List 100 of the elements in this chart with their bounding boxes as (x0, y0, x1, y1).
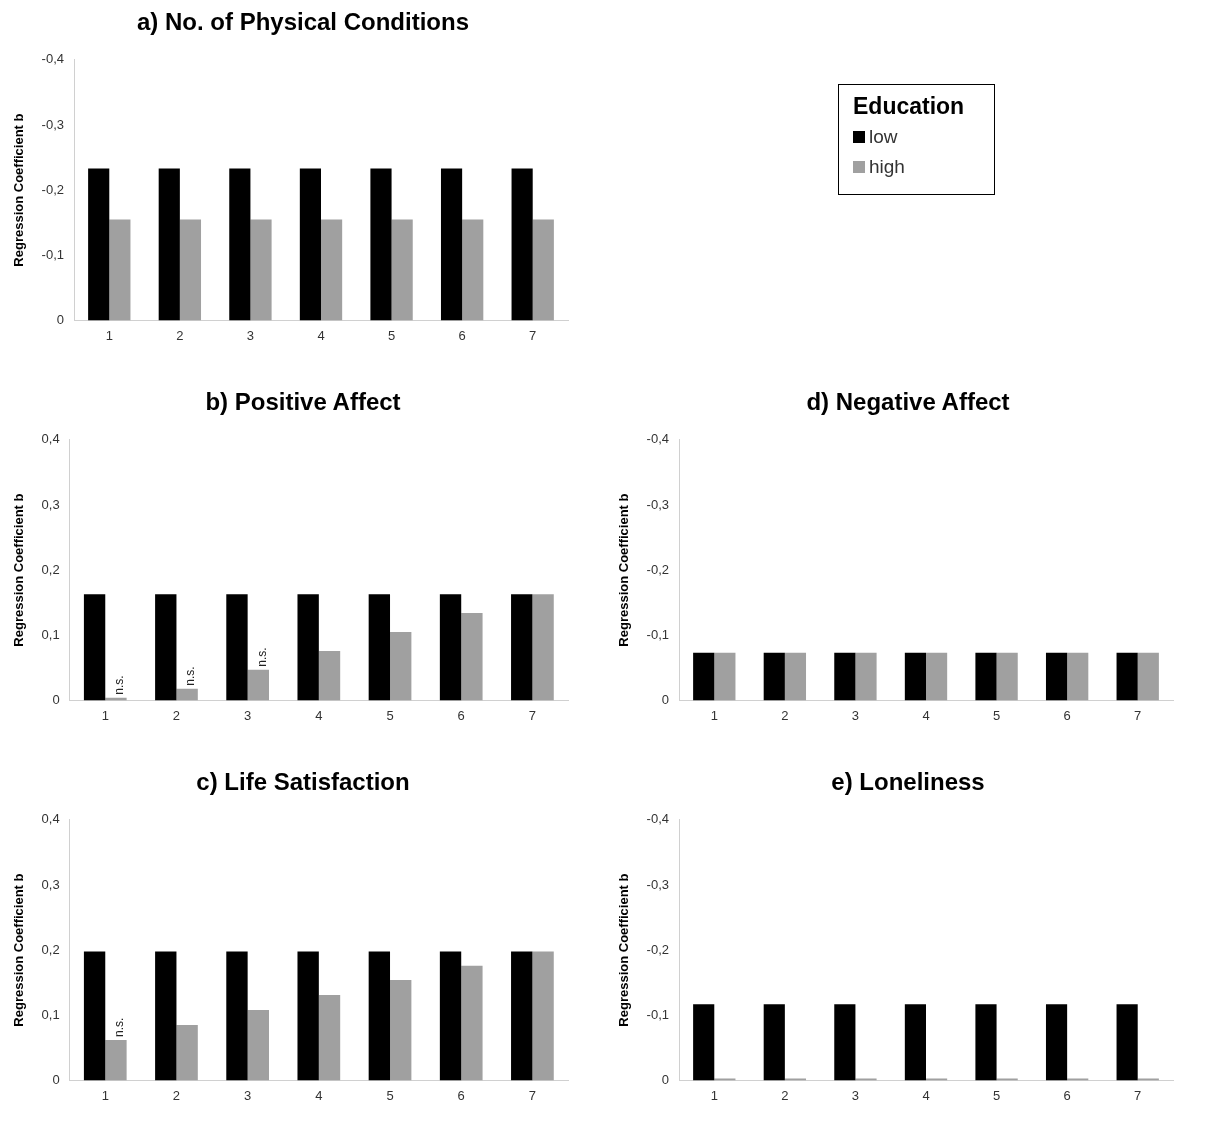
x-tick-label: 7 (528, 707, 537, 723)
bar (390, 631, 412, 701)
x-tick-label: 2 (176, 327, 184, 343)
bar (439, 594, 462, 701)
y-tick-label: 0,3 (41, 496, 60, 512)
x-tick-label: 5 (386, 707, 394, 723)
x-tick-label: 3 (244, 1087, 252, 1103)
annotation: n.s. (183, 666, 198, 686)
legend-label: high (869, 156, 905, 178)
x-tick-label: 2 (172, 707, 181, 723)
y-axis-title: Regression Coefficient b (616, 493, 632, 647)
annotation: n.s. (112, 1017, 127, 1038)
y-axis-title: Regression Coefficient b (11, 113, 27, 267)
x-tick-label: 4 (315, 1087, 323, 1103)
y-tick-label: -0,1 (646, 626, 669, 642)
y-axis-title: Regression Coefficient b (11, 873, 27, 1027)
bar (390, 980, 412, 1081)
y-tick-label: 0 (661, 691, 669, 707)
x-tick-label: 6 (1063, 707, 1071, 723)
chart-title: e) Loneliness (830, 768, 986, 797)
x-tick-label: 2 (781, 707, 789, 723)
x-tick-label: 3 (851, 707, 860, 723)
x-tick-label: 6 (458, 327, 466, 343)
bar (461, 613, 483, 701)
bar (318, 995, 341, 1081)
y-tick-label: -0,4 (646, 811, 669, 827)
y-tick-label: 0,4 (41, 811, 60, 827)
annotation: n.s. (112, 675, 127, 695)
bar (176, 688, 198, 701)
y-tick-label: -0,4 (41, 51, 64, 67)
y-tick-label: -0,1 (41, 246, 64, 262)
x-tick-label: 7 (1134, 707, 1142, 723)
y-tick-label: 0,1 (41, 1006, 60, 1022)
x-tick-label: 7 (529, 327, 537, 343)
x-tick-label: 1 (101, 1087, 109, 1103)
y-tick-label: -0,4 (646, 431, 669, 447)
x-tick-label: 6 (1063, 1087, 1071, 1103)
x-tick-label: 4 (315, 707, 323, 723)
bar (368, 594, 391, 701)
bar (511, 951, 533, 1081)
bar (247, 669, 269, 701)
bar (297, 951, 319, 1081)
x-tick-label: 6 (457, 1087, 465, 1103)
x-tick-label: 5 (992, 707, 1001, 723)
x-tick-label: 7 (1134, 1087, 1142, 1103)
x-tick-label: 3 (851, 1087, 860, 1103)
bar (368, 951, 391, 1081)
bar (511, 594, 533, 701)
y-tick-label: 0,3 (41, 876, 60, 892)
bar (105, 1040, 127, 1081)
chart-title: b) Positive Affect (204, 388, 402, 417)
y-tick-label: -0,3 (646, 496, 669, 512)
x-tick-label: 5 (387, 327, 396, 343)
x-tick-label: 7 (528, 1087, 537, 1103)
y-tick-label: -0,2 (41, 181, 64, 197)
x-tick-label: 3 (244, 707, 252, 723)
bar (532, 594, 554, 701)
x-tick-label: 6 (457, 707, 465, 723)
annotation: n.s. (254, 647, 269, 667)
bar (297, 594, 319, 701)
x-tick-label: 3 (246, 327, 255, 343)
x-tick-label: 4 (922, 1087, 930, 1103)
bar (226, 594, 248, 701)
chart-title: a) No. of Physical Conditions (136, 8, 470, 37)
bar (318, 650, 341, 701)
bar (247, 1010, 269, 1081)
bar (176, 1025, 198, 1081)
y-tick-label: 0,4 (41, 431, 60, 447)
x-tick-label: 4 (317, 327, 325, 343)
x-tick-label: 5 (386, 1087, 394, 1103)
x-tick-label: 1 (105, 327, 113, 343)
x-tick-label: 2 (172, 1087, 181, 1103)
chart-title: c) Life Satisfaction (195, 768, 411, 797)
y-tick-label: 0,2 (41, 941, 60, 957)
y-tick-label: -0,3 (41, 116, 64, 132)
legend-title: Education (853, 93, 965, 120)
y-tick-label: 0,2 (41, 561, 60, 577)
y-tick-label: -0,2 (646, 941, 669, 957)
x-tick-label: 5 (992, 1087, 1001, 1103)
bar (83, 594, 106, 701)
chart-title: d) Negative Affect (805, 388, 1011, 417)
y-axis-title: Regression Coefficient b (616, 873, 632, 1027)
bar (155, 594, 177, 701)
bar (461, 965, 483, 1081)
bar (226, 951, 248, 1081)
y-tick-label: -0,2 (646, 561, 669, 577)
bar (532, 951, 554, 1081)
x-tick-label: 1 (710, 707, 718, 723)
y-tick-label: -0,3 (646, 876, 669, 892)
y-axis-title: Regression Coefficient b (11, 493, 27, 647)
x-tick-label: 2 (781, 1087, 789, 1103)
legend-label: low (869, 126, 898, 148)
x-tick-label: 1 (101, 707, 109, 723)
y-tick-label: 0 (56, 311, 64, 327)
bar (155, 951, 177, 1081)
x-tick-label: 4 (922, 707, 930, 723)
bar (83, 951, 106, 1081)
y-tick-label: -0,1 (646, 1006, 669, 1022)
y-tick-label: 0 (661, 1071, 669, 1087)
bar (439, 951, 462, 1081)
